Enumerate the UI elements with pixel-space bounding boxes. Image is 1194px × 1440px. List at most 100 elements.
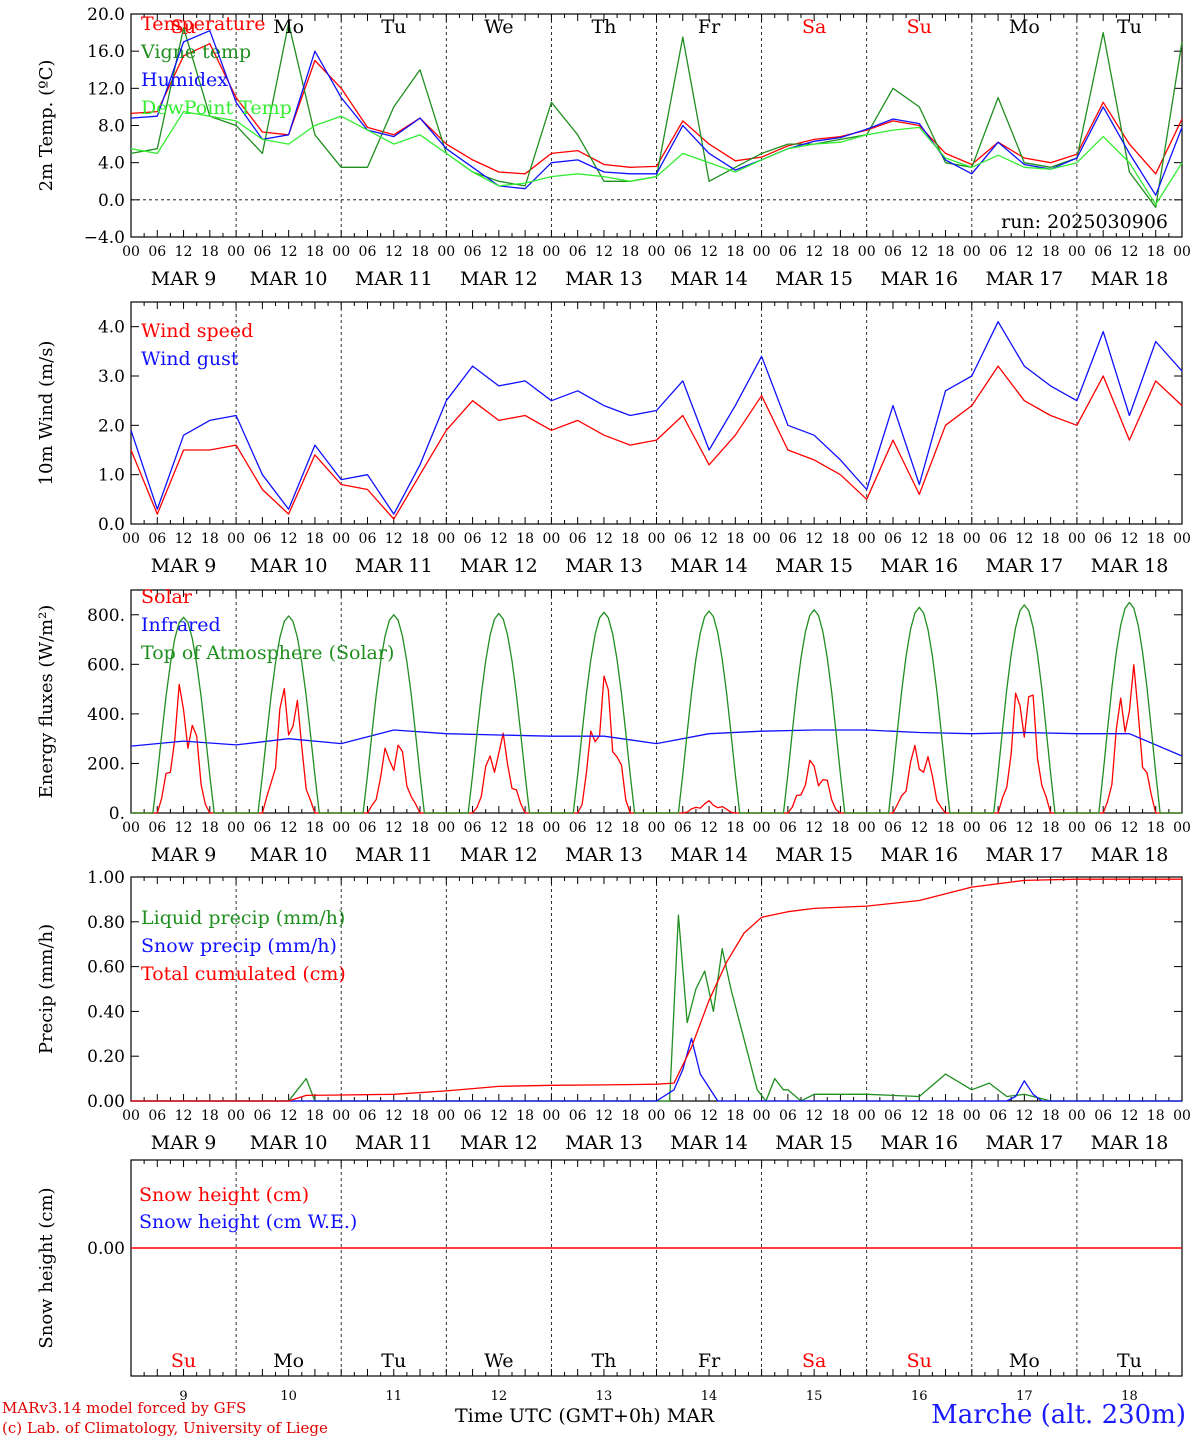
hour-tick-label: 18 bbox=[937, 820, 955, 836]
day-number-label: 12 bbox=[491, 1389, 508, 1404]
hour-tick-label: 12 bbox=[175, 531, 193, 547]
day-label: MAR 13 bbox=[565, 555, 643, 577]
series-line-wind-gust bbox=[130, 321, 1183, 515]
y-tick-label: 16.0 bbox=[87, 42, 125, 62]
weekday-label: Mo bbox=[1009, 16, 1040, 38]
hour-tick-label: 12 bbox=[385, 1108, 403, 1124]
weekday-label: Su bbox=[171, 16, 196, 38]
hour-tick-label: 00 bbox=[753, 1108, 771, 1124]
hour-tick-label: 00 bbox=[1068, 820, 1086, 836]
y-tick-label: 0.20 bbox=[87, 1047, 125, 1067]
hour-tick-label: 06 bbox=[253, 1108, 271, 1124]
hour-tick-label: 12 bbox=[280, 531, 298, 547]
hour-tick-label: 00 bbox=[858, 244, 876, 260]
hour-tick-label: 18 bbox=[1042, 1108, 1060, 1124]
hour-tick-label: 18 bbox=[306, 1108, 324, 1124]
day-label: MAR 17 bbox=[985, 268, 1063, 290]
hour-tick-label: 12 bbox=[1121, 820, 1139, 836]
series-line-top-of-atmosphere-solar- bbox=[131, 601, 1182, 814]
hour-tick-label: 00 bbox=[122, 244, 140, 260]
day-label: MAR 14 bbox=[670, 268, 748, 290]
day-number-label: 11 bbox=[385, 1389, 402, 1404]
hour-tick-label: 00 bbox=[227, 244, 245, 260]
y-axis-label: Energy fluxes (W/m²) bbox=[36, 605, 57, 799]
y-tick-label: 2.0 bbox=[98, 416, 125, 436]
legend-entry: Top of Atmosphere (Solar) bbox=[141, 642, 394, 664]
hour-tick-label: 18 bbox=[306, 531, 324, 547]
weekday-label: Tu bbox=[381, 16, 406, 38]
y-tick-label: 8.0 bbox=[98, 117, 125, 137]
hour-tick-label: 18 bbox=[726, 531, 744, 547]
hour-tick-label: 12 bbox=[1015, 244, 1033, 260]
day-label: MAR 14 bbox=[670, 1132, 748, 1154]
panel-5: Snow height (cm) 0.00 Snow height (cm) Snow… bbox=[36, 1159, 1183, 1404]
hour-tick-label: 00 bbox=[122, 820, 140, 836]
panel-2: 10m Wind (m/s) 0.0 1.0 2.0 3.0 4.0 Wind speed W… bbox=[36, 301, 1191, 577]
hour-tick-label: 18 bbox=[1042, 244, 1060, 260]
legend-entry: Liquid precip (mm/h) bbox=[141, 907, 345, 929]
day-label: MAR 9 bbox=[151, 555, 217, 577]
y-axis-label: Precip (mm/h) bbox=[36, 924, 57, 1054]
hour-tick-label: 12 bbox=[805, 244, 823, 260]
series-line-total-cumulated-cm- bbox=[131, 878, 1182, 1102]
hour-tick-label: 12 bbox=[595, 531, 613, 547]
hour-tick-label: 06 bbox=[569, 1108, 587, 1124]
hour-tick-label: 12 bbox=[805, 820, 823, 836]
hour-tick-label: 18 bbox=[201, 244, 219, 260]
hour-tick-label: 12 bbox=[910, 531, 928, 547]
panel-4: Precip (mm/h) 0.00 0.20 0.40 0.60 0.80 1.00 Liq… bbox=[36, 868, 1191, 1154]
weekday-label: Sa bbox=[802, 1350, 826, 1372]
day-number-label: 13 bbox=[596, 1389, 613, 1404]
hour-tick-label: 12 bbox=[910, 820, 928, 836]
weekday-label: Fr bbox=[698, 1350, 721, 1372]
y-tick-label: 0.00 bbox=[87, 1239, 125, 1259]
day-label: MAR 15 bbox=[775, 268, 853, 290]
day-label: MAR 10 bbox=[250, 268, 328, 290]
series-line-humidex bbox=[130, 30, 1183, 196]
hour-tick-label: 06 bbox=[464, 244, 482, 260]
hour-tick-label: 18 bbox=[1147, 244, 1165, 260]
hour-tick-label: 00 bbox=[227, 531, 245, 547]
hour-tick-label: 00 bbox=[122, 1108, 140, 1124]
hour-tick-label: 12 bbox=[1015, 531, 1033, 547]
day-label: MAR 18 bbox=[1091, 268, 1169, 290]
weekday-label: Th bbox=[591, 16, 616, 38]
y-tick-label: 4.0 bbox=[98, 318, 125, 338]
day-label: MAR 12 bbox=[460, 1132, 538, 1154]
day-label: MAR 10 bbox=[250, 844, 328, 866]
hour-tick-label: 12 bbox=[910, 1108, 928, 1124]
day-label: MAR 13 bbox=[565, 844, 643, 866]
hour-tick-label: 12 bbox=[490, 820, 508, 836]
weekday-label: Mo bbox=[1009, 1350, 1040, 1372]
hour-tick-label: 06 bbox=[253, 244, 271, 260]
hour-tick-label: 00 bbox=[437, 820, 455, 836]
hour-tick-label: 00 bbox=[542, 1108, 560, 1124]
y-tick-label: 200. bbox=[87, 754, 125, 774]
panel-frame bbox=[130, 589, 1183, 814]
y-tick-label: 0.0 bbox=[98, 191, 125, 211]
hour-tick-label: 18 bbox=[411, 820, 429, 836]
legend-entry: Wind speed bbox=[141, 320, 253, 342]
hour-tick-label: 06 bbox=[1094, 244, 1112, 260]
hour-tick-label: 06 bbox=[779, 531, 797, 547]
hour-tick-label: 18 bbox=[516, 531, 534, 547]
legend-entry: Snow height (cm) bbox=[139, 1184, 309, 1206]
x-axis-title: Time UTC (GMT+0h) MAR bbox=[455, 1405, 715, 1427]
y-tick-label: 1.00 bbox=[87, 868, 125, 888]
hour-tick-label: 06 bbox=[884, 1108, 902, 1124]
hour-tick-label: 06 bbox=[1094, 531, 1112, 547]
y-tick-label: 12.0 bbox=[87, 79, 125, 99]
hour-tick-label: 18 bbox=[411, 1108, 429, 1124]
hour-tick-label: 06 bbox=[464, 820, 482, 836]
hour-tick-label: 06 bbox=[884, 820, 902, 836]
hour-tick-label: 00 bbox=[227, 820, 245, 836]
day-label: MAR 10 bbox=[250, 1132, 328, 1154]
hour-tick-label: 00 bbox=[648, 820, 666, 836]
hour-tick-label: 00 bbox=[1068, 1108, 1086, 1124]
hour-tick-label: 06 bbox=[989, 820, 1007, 836]
hour-tick-label: 18 bbox=[516, 820, 534, 836]
hour-tick-label: 12 bbox=[1015, 1108, 1033, 1124]
legend-entry: Snow height (cm W.E.) bbox=[139, 1211, 357, 1233]
day-label: MAR 13 bbox=[565, 268, 643, 290]
